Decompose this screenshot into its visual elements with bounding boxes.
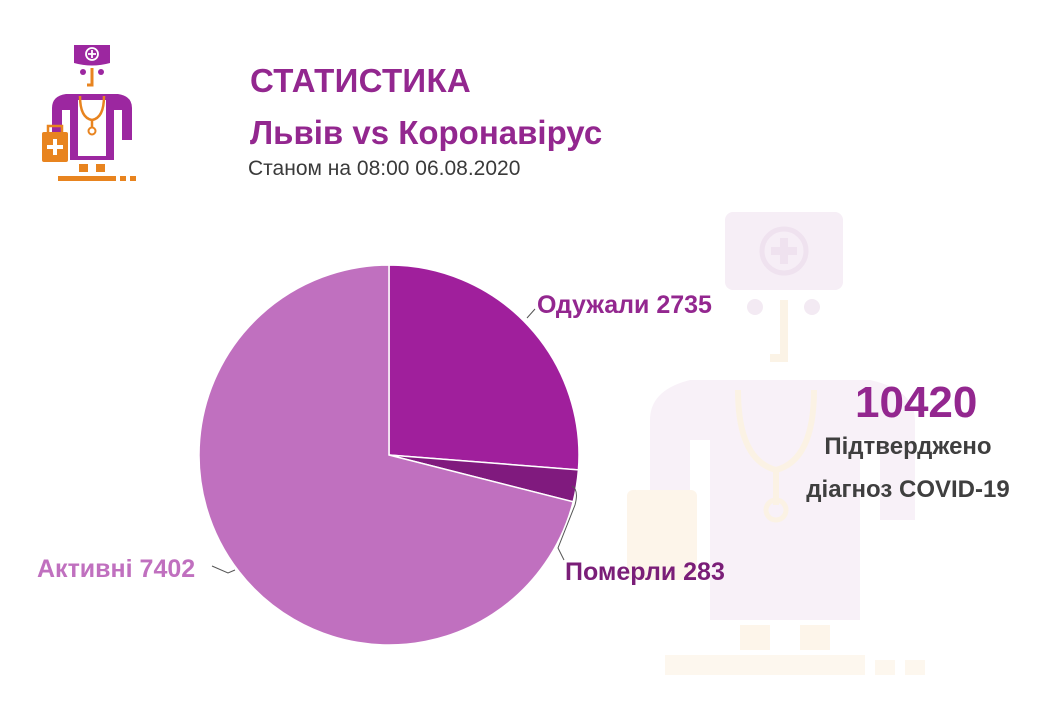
label-active: Активні 7402 <box>37 555 196 583</box>
total-cases: 10420 <box>855 378 978 427</box>
page-subtitle: Львів vs Коронавірус <box>250 114 603 151</box>
leader-active <box>211 565 236 574</box>
leader-recovered <box>526 308 536 319</box>
slice-active <box>198 264 575 646</box>
as-of-date: Станом на 08:00 06.08.2020 <box>248 157 521 180</box>
total-caption-line2: діагноз COVID-19 <box>806 476 1010 503</box>
label-recovered: Одужали 2735 <box>537 291 712 319</box>
label-deaths: Померли 283 <box>565 558 725 586</box>
leader-deaths <box>557 485 577 561</box>
total-caption-line1: Підтверджено <box>824 433 992 460</box>
slice-recovered <box>388 264 580 471</box>
page-title: СТАТИСТИКА <box>250 62 472 99</box>
